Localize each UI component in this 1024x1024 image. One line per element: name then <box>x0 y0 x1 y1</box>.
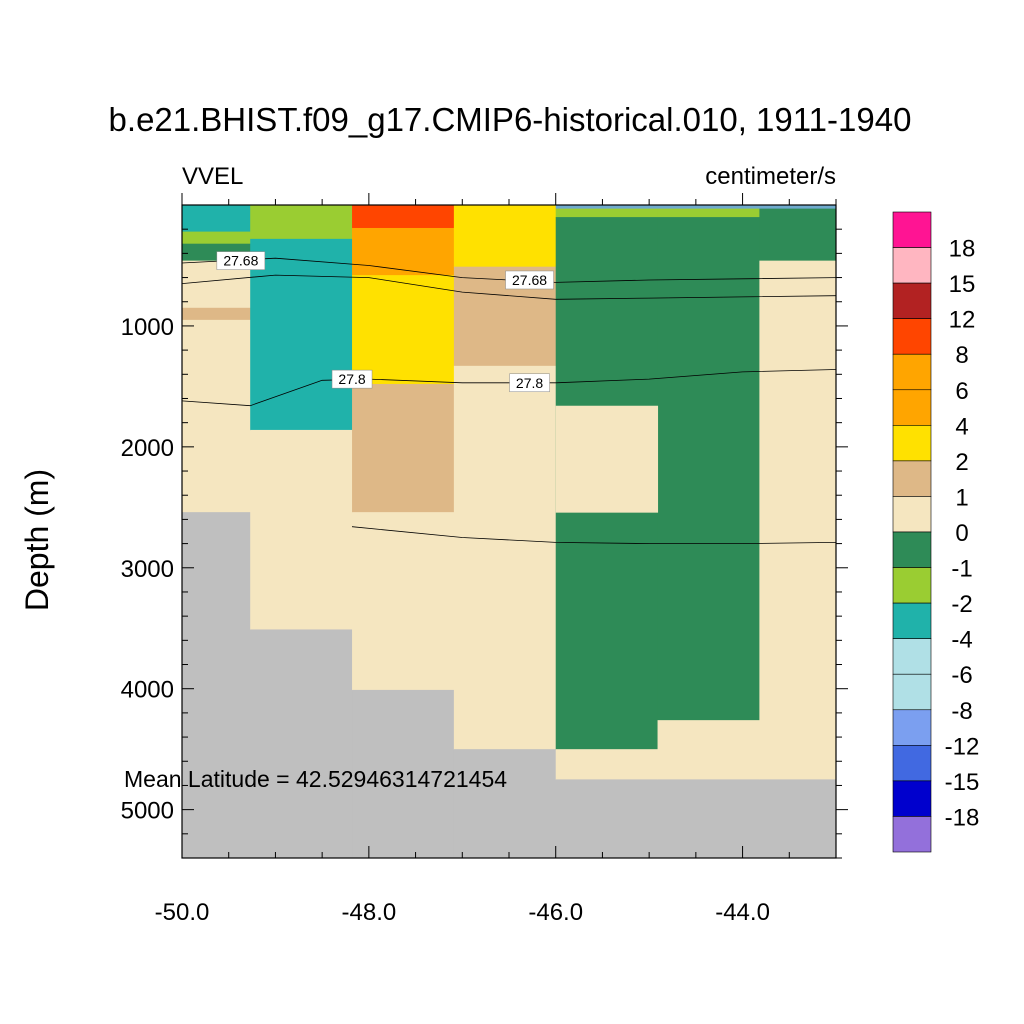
heatmap-cell <box>657 720 760 780</box>
x-axis-ticks: -50.0 -48.0 -46.0 -44.0 <box>155 193 837 926</box>
contour-label: 27.68 <box>223 253 258 269</box>
y-tick-label: 4000 <box>121 677 174 704</box>
y-axis-ticks: 1000 2000 3000 4000 5000 <box>121 228 848 859</box>
colorbar-label: -8 <box>951 698 972 725</box>
y-tick-label: 2000 <box>121 435 174 462</box>
y-tick-label: 3000 <box>121 556 174 583</box>
heatmap-cell <box>182 205 251 233</box>
colorbar: 18 15 12 8 6 4 2 1 0 -1 -2 -4 -6 -8 -12 -15 -18 <box>892 211 980 853</box>
y-axis-label: Depth (m) <box>19 469 55 611</box>
colorbar-label: 4 <box>955 413 968 440</box>
colorbar-swatch <box>892 460 932 497</box>
contour-label-box <box>216 251 266 270</box>
heatmap-cell <box>759 260 837 780</box>
colorbar-label: 2 <box>955 449 968 476</box>
heatmap-cell <box>759 208 837 262</box>
heatmap-cell <box>352 275 455 385</box>
heatmap-cell <box>352 512 455 691</box>
heatmap-cell <box>555 208 659 218</box>
colorbar-swatch <box>892 780 932 817</box>
colorbar-label: 0 <box>955 520 968 547</box>
heatmap-cell <box>453 205 557 268</box>
heatmap-cell <box>555 749 659 780</box>
heatmap-cell <box>182 231 251 245</box>
colorbar-label: -12 <box>945 733 980 760</box>
colorbar-label: 12 <box>949 307 976 334</box>
colorbar-label: 6 <box>955 378 968 405</box>
contour-label: 27.8 <box>338 371 365 387</box>
heatmap-cell <box>250 429 353 630</box>
colorbar-swatch <box>892 318 932 355</box>
colorbar-label: 8 <box>955 342 968 369</box>
x-tick-label: -50.0 <box>155 899 210 926</box>
colorbar-swatch <box>892 425 932 462</box>
colorbar-label: -18 <box>945 804 980 831</box>
colorbar-label: -4 <box>951 627 972 654</box>
heatmap-cell <box>555 205 659 210</box>
mean-latitude-annotation: Mean Latitude = 42.52946314721454 <box>124 766 507 792</box>
y-tick-label: 5000 <box>121 798 174 825</box>
heatmap-cell <box>759 779 837 859</box>
colorbar-swatch <box>892 745 932 782</box>
density-contours: 27.68 27.68 27.8 27.8 <box>181 251 837 544</box>
contour-line <box>351 526 837 544</box>
colorbar-swatch <box>892 282 932 319</box>
units-label: centimeter/s <box>705 163 836 190</box>
heatmap-cell <box>352 227 455 276</box>
heatmap-cell <box>182 512 251 859</box>
colorbar-swatch <box>892 673 932 711</box>
heatmap-cell <box>182 307 251 321</box>
colorbar-swatch <box>892 816 932 853</box>
heatmap-cells <box>182 205 837 859</box>
heatmap-cell <box>453 749 557 859</box>
y-tick-label: 1000 <box>121 314 174 341</box>
colorbar-label: -2 <box>951 591 972 618</box>
heatmap-cell <box>250 629 353 859</box>
x-tick-label: -44.0 <box>715 899 770 926</box>
x-tick-label: -46.0 <box>528 899 583 926</box>
heatmap-cell <box>453 365 557 750</box>
heatmap-cell <box>250 205 353 240</box>
heatmap-cell <box>657 217 760 721</box>
x-tick-label: -48.0 <box>342 899 397 926</box>
heatmap-cell <box>657 205 760 210</box>
contour-line <box>181 274 837 300</box>
colorbar-swatch <box>892 602 932 639</box>
heatmap-cell <box>657 779 760 859</box>
heatmap-cell <box>352 205 455 229</box>
contour-label-box <box>331 369 373 389</box>
colorbar-label: 15 <box>949 271 976 298</box>
colorbar-swatch <box>892 638 932 675</box>
colorbar-label: 1 <box>955 484 968 511</box>
colorbar-swatch <box>892 709 932 746</box>
variable-label: VVEL <box>182 163 243 190</box>
heatmap-cell <box>555 779 659 859</box>
colorbar-label: -6 <box>951 662 972 689</box>
colorbar-label: -1 <box>951 556 972 583</box>
heatmap-cell <box>555 405 659 513</box>
colorbar-swatch <box>892 247 932 284</box>
heatmap-cell <box>657 208 760 218</box>
colorbar-label: -15 <box>945 769 980 796</box>
colorbar-swatch <box>892 496 932 533</box>
contour-line <box>181 369 837 407</box>
colorbar-swatch <box>892 211 932 248</box>
contour-label-box <box>509 373 550 393</box>
contour-label: 27.8 <box>516 375 543 391</box>
heatmap-cell <box>352 689 455 859</box>
heatmap-cell <box>352 383 455 513</box>
heatmap-cell <box>759 205 837 210</box>
chart-title: b.e21.BHIST.f09_g17.CMIP6-historical.010… <box>109 101 912 138</box>
colorbar-swatch <box>892 353 932 391</box>
contour-label-box <box>505 270 554 290</box>
colorbar-swatch <box>892 531 932 568</box>
colorbar-swatch <box>892 389 932 426</box>
heatmap-cell <box>182 319 251 513</box>
colorbar-label: 18 <box>949 236 976 263</box>
heatmap-cell <box>250 238 353 431</box>
colorbar-swatch <box>892 567 932 604</box>
contour-label: 27.68 <box>512 272 547 288</box>
